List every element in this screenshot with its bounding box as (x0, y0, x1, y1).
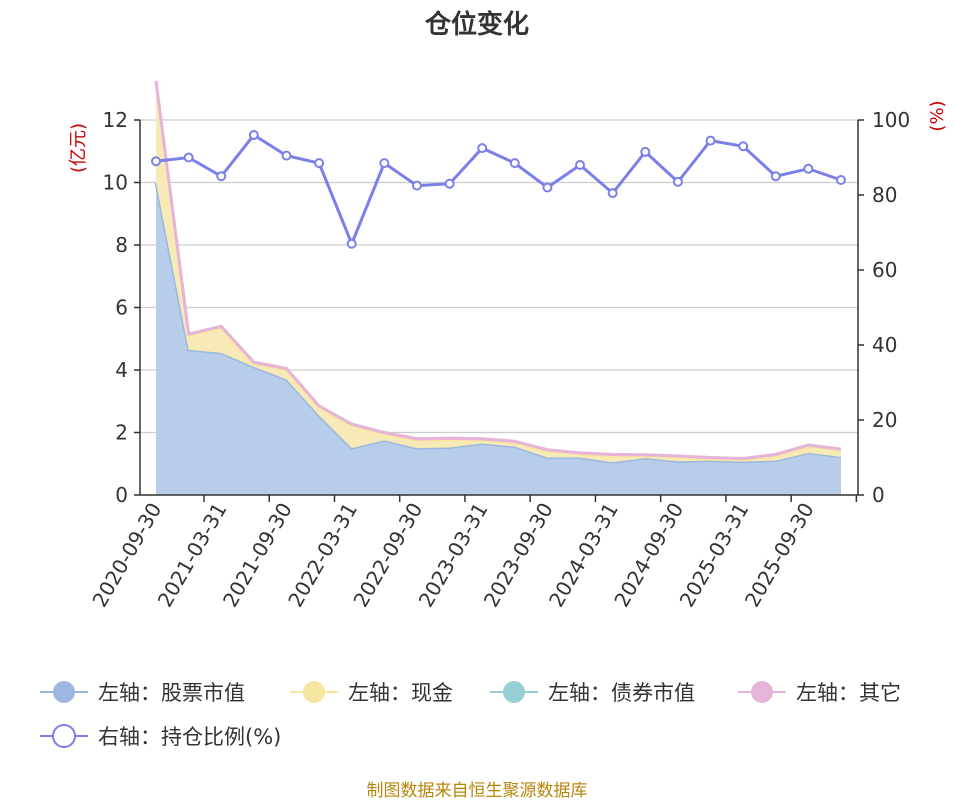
ratio-point (346, 238, 357, 249)
data-source-note: 制图数据来自恒生聚源数据库 (367, 781, 588, 800)
chart-title: 仓位变化 (424, 9, 529, 40)
ratio-point (379, 158, 390, 169)
right-tick-label: 80 (872, 183, 897, 207)
area-series-line-1 (154, 82, 842, 462)
legend-label: 右轴：持仓比例(%) (98, 725, 281, 749)
legend-marker (53, 681, 75, 703)
legend-marker (503, 681, 525, 703)
ratio-point (738, 141, 749, 152)
ratio-point (542, 182, 553, 193)
ratio-point (509, 158, 520, 169)
right-axis-unit: (%) (927, 100, 948, 131)
ratio-point (836, 175, 846, 185)
ratio-point (607, 188, 618, 199)
left-tick-label: 6 (115, 296, 128, 320)
x-tick-label: 2025-09-30 (740, 499, 819, 612)
ratio-line (151, 130, 846, 249)
ratio-point (281, 150, 292, 161)
ratio-point (672, 176, 683, 187)
ratio-point (770, 171, 781, 182)
legend-label: 左轴：债券市值 (548, 681, 695, 705)
right-tick-label: 40 (872, 333, 897, 357)
ratio-point (640, 146, 651, 157)
left-tick-label: 10 (103, 171, 128, 195)
left-tick-label: 0 (115, 483, 128, 507)
area-series-0 (156, 182, 841, 495)
right-tick-label: 20 (872, 408, 897, 432)
ratio-point (705, 135, 716, 146)
ratio-point (444, 178, 455, 189)
right-tick-label: 100 (872, 108, 910, 132)
ratio-point (183, 152, 194, 163)
ratio-point (314, 158, 325, 169)
right-tick-label: 60 (872, 258, 897, 282)
legend-label: 左轴：现金 (348, 681, 453, 705)
ratio-point (411, 180, 422, 191)
ratio-point (803, 163, 814, 174)
legend-marker (52, 724, 76, 748)
legend-marker (751, 681, 773, 703)
left-tick-label: 8 (115, 233, 128, 257)
ratio-point (216, 171, 227, 182)
ratio-point (248, 130, 259, 140)
ratio-point (477, 143, 488, 154)
left-tick-label: 12 (103, 108, 128, 132)
legend-marker (303, 681, 325, 703)
left-axis-unit: (亿元) (68, 123, 89, 173)
right-tick-label: 0 (872, 483, 885, 507)
left-tick-label: 4 (115, 358, 128, 382)
ratio-point (151, 156, 161, 167)
ratio-series-line (155, 133, 842, 248)
ratio-point (575, 160, 586, 170)
area-series-line-0 (154, 182, 842, 464)
left-tick-label: 2 (115, 421, 128, 445)
legend-label: 左轴：其它 (796, 681, 901, 705)
stacked-areas (154, 80, 842, 495)
legend-label: 左轴：股票市值 (98, 681, 245, 705)
area-series-line-3 (154, 80, 842, 460)
